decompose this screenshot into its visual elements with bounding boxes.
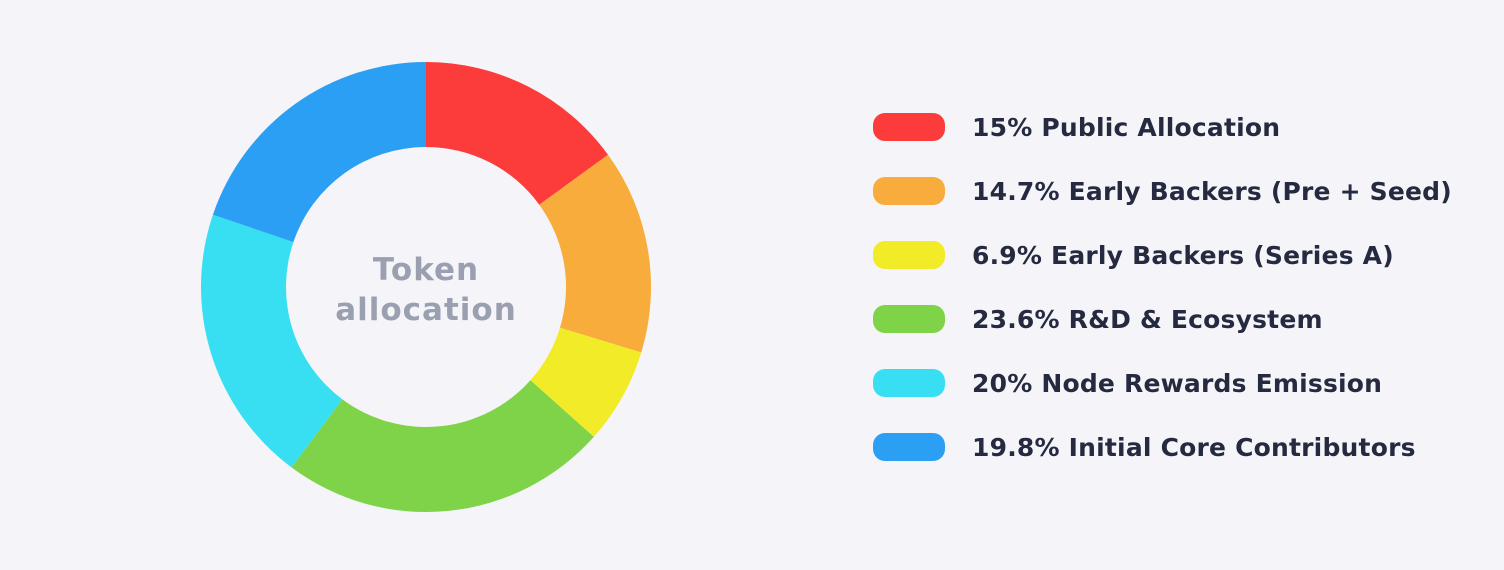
legend-item: 19.8% Initial Core Contributors <box>873 432 1452 462</box>
donut-segment-3 <box>291 380 594 512</box>
legend-swatch <box>873 177 945 205</box>
legend: 15% Public Allocation 14.7% Early Backers… <box>873 113 1452 497</box>
legend-label: 6.9% Early Backers (Series A) <box>972 240 1394 270</box>
donut-center-label: Token allocation <box>335 252 517 328</box>
donut-segment-2 <box>530 327 642 437</box>
donut-segment-5 <box>212 62 426 243</box>
legend-label: 15% Public Allocation <box>972 112 1281 142</box>
legend-swatch <box>873 305 945 333</box>
donut-segment-4 <box>201 214 343 468</box>
legend-item: 6.9% Early Backers (Series A) <box>873 240 1452 270</box>
donut-segment-0 <box>426 62 609 205</box>
legend-swatch <box>873 369 945 397</box>
legend-label: 19.8% Initial Core Contributors <box>972 432 1416 462</box>
legend-label: 23.6% R&D & Ecosystem <box>972 304 1323 334</box>
legend-item: 20% Node Rewards Emission <box>873 368 1452 398</box>
legend-swatch <box>873 241 945 269</box>
donut-chart <box>201 62 651 512</box>
legend-label: 14.7% Early Backers (Pre + Seed) <box>972 176 1452 206</box>
legend-label: 20% Node Rewards Emission <box>972 368 1383 398</box>
legend-swatch <box>873 113 945 141</box>
legend-item: 23.6% R&D & Ecosystem <box>873 304 1452 334</box>
legend-swatch <box>873 433 945 461</box>
legend-item: 15% Public Allocation <box>873 112 1452 142</box>
donut-segment-1 <box>539 154 651 353</box>
legend-item: 14.7% Early Backers (Pre + Seed) <box>873 176 1452 206</box>
